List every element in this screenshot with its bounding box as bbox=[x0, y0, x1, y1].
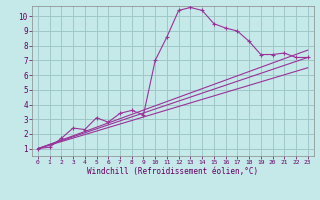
X-axis label: Windchill (Refroidissement éolien,°C): Windchill (Refroidissement éolien,°C) bbox=[87, 167, 258, 176]
